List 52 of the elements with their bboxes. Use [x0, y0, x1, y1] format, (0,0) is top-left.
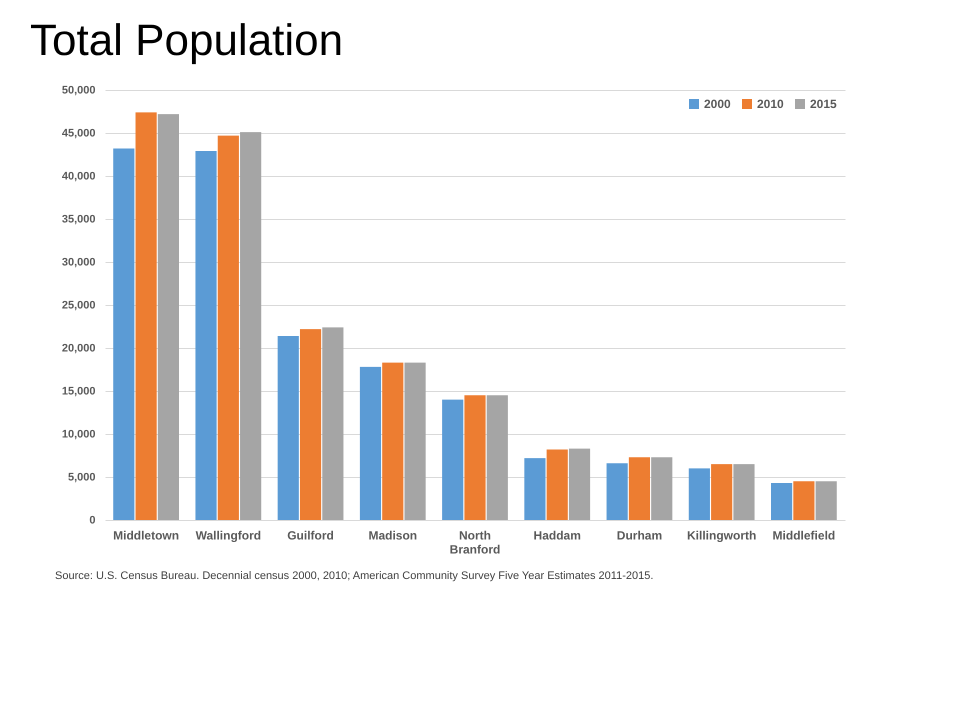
y-tick-label: 45,000 — [62, 128, 96, 140]
bar — [651, 457, 672, 520]
x-tick-label: Killingworth — [687, 528, 756, 542]
bar — [688, 468, 710, 520]
chart-title: Total Population — [30, 16, 344, 65]
x-tick-label: Madison — [368, 528, 418, 542]
y-tick-label: 15,000 — [62, 386, 96, 398]
bar — [442, 400, 464, 520]
bar — [382, 362, 404, 520]
y-tick-label: 50,000 — [62, 84, 96, 96]
bar — [113, 148, 134, 520]
x-tick-label: Durham — [616, 528, 662, 542]
y-tick-label: 0 — [89, 514, 96, 526]
bar — [322, 327, 344, 520]
y-tick-label: 20,000 — [62, 342, 96, 354]
x-tick-label: Wallingford — [196, 528, 262, 542]
source-note: Source: U.S. Census Bureau. Decennial census 2000, 2010; American Community Survey Five Year Estimates 2011-2015. — [55, 570, 654, 582]
bar — [546, 449, 568, 520]
bar — [240, 132, 262, 520]
bar — [816, 481, 837, 520]
bar — [218, 136, 239, 520]
x-tick-label: Middletown — [113, 528, 180, 542]
x-tick-label: Haddam — [534, 528, 581, 542]
y-tick-label: 25,000 — [62, 300, 96, 312]
y-tick-label: 35,000 — [62, 214, 96, 226]
y-tick-label: 5,000 — [68, 472, 96, 484]
bar — [628, 457, 650, 520]
x-tick-label: Middlefield — [772, 528, 836, 542]
bar — [404, 362, 426, 520]
bar — [568, 448, 590, 520]
bar — [300, 329, 322, 520]
bar — [158, 114, 179, 520]
legend-label: 2010 — [757, 97, 784, 111]
bar — [136, 112, 157, 520]
y-tick-label: 30,000 — [62, 256, 96, 268]
y-tick-label: 10,000 — [62, 428, 96, 440]
bar — [793, 481, 814, 520]
x-tick-label: North Branford — [450, 528, 500, 556]
y-tick-label: 40,000 — [62, 170, 96, 182]
bar — [606, 463, 628, 520]
x-tick-label: Guilford — [287, 528, 334, 542]
bar — [278, 336, 299, 520]
bar — [524, 458, 546, 520]
bar — [486, 395, 508, 520]
bar — [464, 395, 486, 520]
legend-label: 2000 — [704, 97, 732, 111]
legend-label: 2015 — [810, 97, 838, 111]
bar — [195, 151, 217, 520]
bar — [360, 366, 382, 520]
bar — [733, 464, 755, 520]
bar — [771, 483, 792, 520]
bar — [711, 464, 732, 520]
